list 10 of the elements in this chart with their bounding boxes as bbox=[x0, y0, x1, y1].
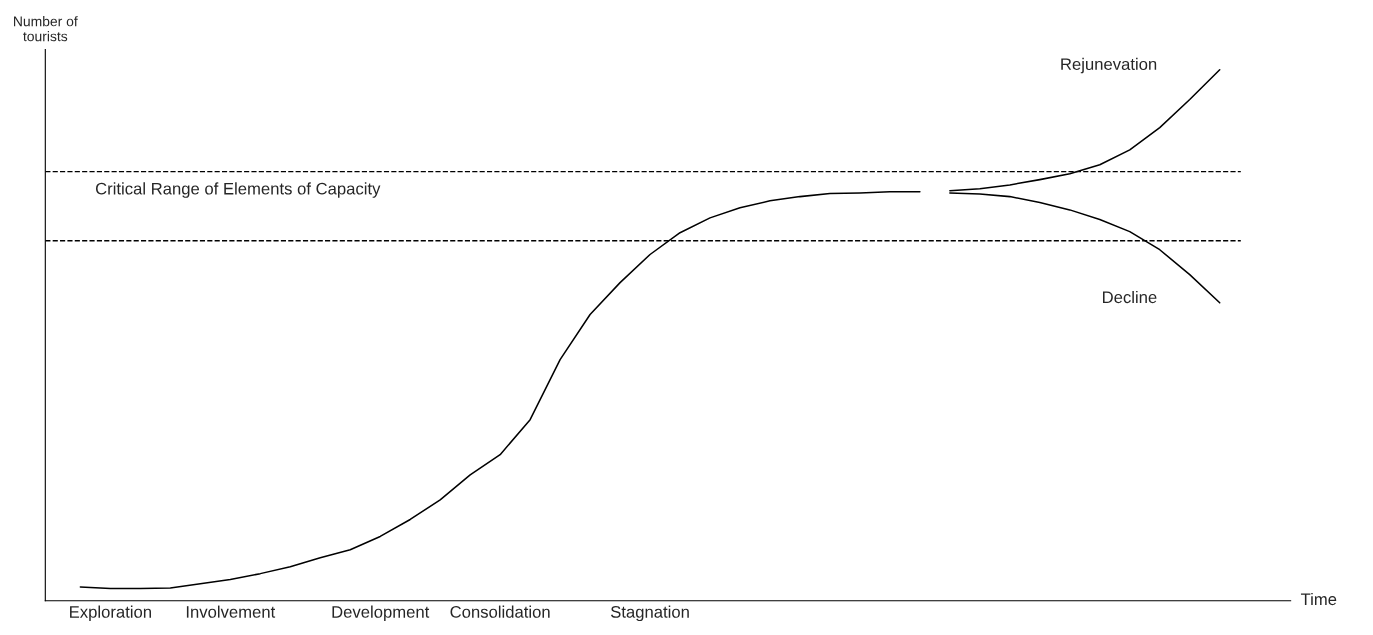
x-tick-label: Development bbox=[332, 605, 430, 622]
x-tick-label: Consolidation bbox=[450, 605, 550, 618]
x-tick-label: Involvement bbox=[186, 605, 276, 618]
y-axis-title: Number of tourists bbox=[14, 16, 78, 42]
x-tick-label: Exploration bbox=[70, 605, 151, 622]
text: Rejunevation bbox=[1061, 57, 1157, 74]
annotation: Critical Range of Elements of Capacity bbox=[95, 182, 381, 198]
x-tick-label: Stagnation bbox=[610, 605, 689, 622]
text: Decline bbox=[1103, 290, 1157, 304]
x-axis-title: Time bbox=[1300, 592, 1337, 606]
